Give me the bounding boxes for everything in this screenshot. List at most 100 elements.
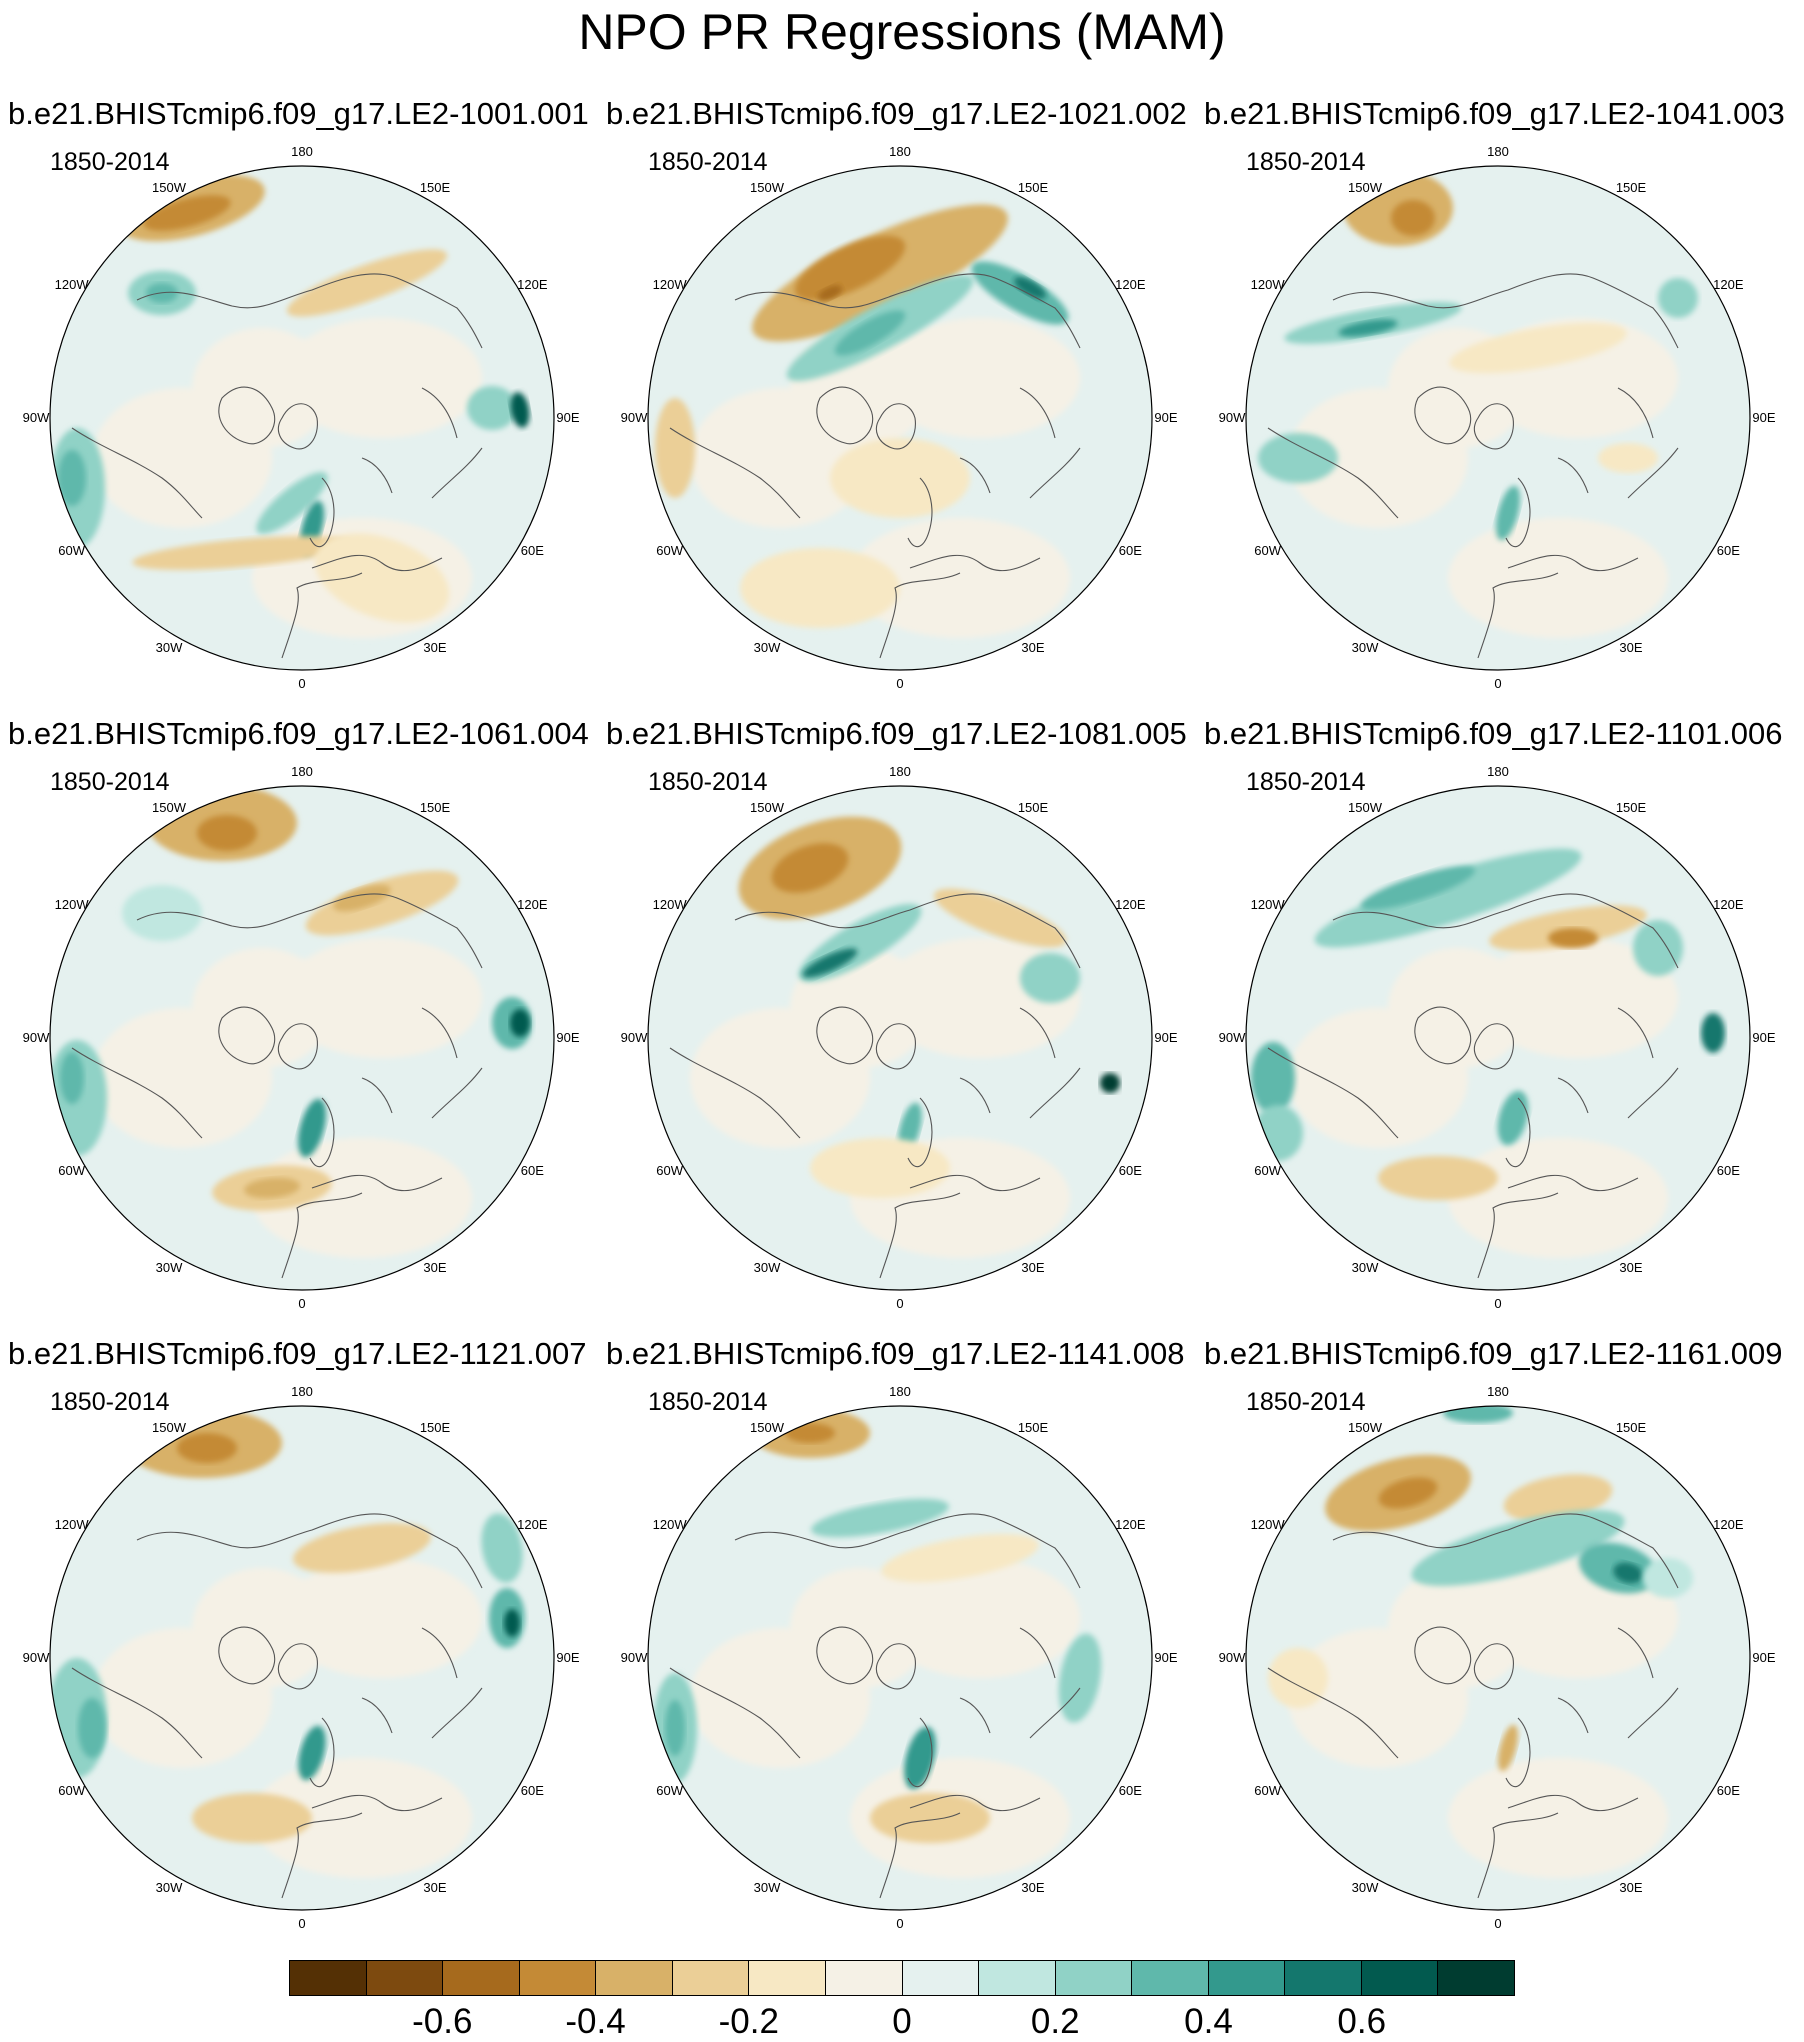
colorbar-box: [672, 1961, 750, 1995]
coastline: [734, 273, 1081, 349]
longitude-label: 180: [889, 144, 911, 159]
negative-anomaly: [933, 888, 1067, 948]
longitude-label: 150E: [1615, 179, 1647, 195]
longitude-label: 180: [1487, 1384, 1509, 1399]
longitude-label: 90W: [22, 410, 50, 425]
coastline: [1267, 1047, 1399, 1139]
coastline: [879, 1812, 961, 1899]
coastline: [907, 1097, 933, 1168]
positive-anomaly: [256, 472, 328, 534]
longitude-label: 120E: [1115, 1517, 1146, 1532]
longitude-label: 60W: [656, 1163, 683, 1178]
longitude-label: 0: [1494, 1296, 1502, 1311]
longitude-label: 30W: [155, 640, 183, 656]
negative-anomaly: [1548, 928, 1598, 948]
coastline: [421, 387, 458, 439]
coastline: [1414, 1626, 1472, 1685]
negative-anomaly: [1598, 443, 1658, 473]
coastline: [277, 1023, 318, 1070]
longitude-label: 30E: [423, 1880, 447, 1896]
negative-anomaly: [1391, 200, 1435, 236]
panel-title: b.e21.BHISTcmip6.f09_g17.LE2-1121.007: [8, 1336, 587, 1371]
longitude-label: 0: [896, 1916, 904, 1931]
coastline: [281, 1192, 363, 1279]
coastline: [1029, 1067, 1081, 1119]
positive-anomaly: [1360, 866, 1476, 910]
positive-anomaly: [1701, 1013, 1725, 1053]
longitude-label: 120E: [1115, 897, 1146, 912]
longitude-label: 180: [291, 1384, 313, 1399]
colorbar-box: [290, 1961, 367, 1995]
longitude-label: 120E: [1713, 1517, 1744, 1532]
negative-anomaly: [305, 870, 459, 936]
neutral-patch: [850, 518, 1070, 638]
coastlines: [71, 1513, 483, 1899]
coastline: [1473, 1023, 1514, 1070]
polar-map: [647, 1405, 1153, 1911]
colorbar-tick-label: 0.2: [1030, 2002, 1080, 2041]
positive-anomaly: [665, 1700, 685, 1756]
longitude-label: 90W: [620, 1650, 648, 1665]
coastline: [309, 477, 335, 548]
colorbar-box: [596, 1961, 673, 1995]
longitude-label: 60W: [656, 1783, 683, 1798]
coastline: [1019, 1007, 1056, 1059]
coastline: [277, 1643, 318, 1690]
coastline: [1617, 1007, 1654, 1059]
longitude-label: 60E: [520, 543, 544, 558]
coastline: [907, 477, 933, 548]
negative-anomaly: [132, 536, 352, 570]
coastline: [311, 1794, 443, 1812]
coastline: [1414, 1006, 1472, 1065]
longitude-label: 90E: [1752, 1650, 1776, 1665]
longitude-label: 150E: [419, 1419, 451, 1435]
longitude-label: 30E: [1619, 640, 1643, 656]
longitude-label: 60E: [1716, 1783, 1740, 1798]
longitude-label: 0: [298, 676, 306, 691]
longitude-label: 150W: [152, 1419, 186, 1435]
polar-map: [1245, 785, 1751, 1291]
longitude-label: 180: [1487, 144, 1509, 159]
positive-anomaly: [510, 1009, 530, 1037]
polar-map: [647, 165, 1153, 671]
map-border: [647, 1405, 1153, 1911]
coastline: [361, 457, 393, 494]
period-label: 1850-2014: [648, 148, 768, 176]
positive-anomaly: [504, 1609, 520, 1637]
longitude-label: 150E: [1017, 179, 1049, 195]
coastline: [309, 1097, 335, 1168]
period-label: 1850-2014: [50, 148, 170, 176]
neutral-patch: [192, 948, 332, 1068]
period-label: 1850-2014: [1246, 148, 1366, 176]
longitude-label: 90E: [1154, 1650, 1178, 1665]
longitude-label: 30E: [1021, 1880, 1045, 1896]
colorbar: [289, 1960, 1515, 1996]
coastline: [669, 1047, 801, 1139]
coastline: [1505, 1097, 1531, 1168]
positive-anomaly: [1338, 319, 1398, 337]
neutral-patch: [880, 1558, 1080, 1678]
period-label: 1850-2014: [648, 768, 768, 796]
map-border: [49, 1405, 555, 1911]
polar-map: [49, 1405, 555, 1911]
longitude-label: 60E: [1118, 1163, 1142, 1178]
longitude-label: 30W: [753, 1880, 781, 1896]
longitude-label: 0: [896, 1296, 904, 1311]
negative-anomaly: [1268, 1648, 1328, 1708]
coastline: [875, 1023, 916, 1070]
positive-anomaly: [1258, 433, 1338, 483]
coastline: [1505, 477, 1531, 548]
positive-anomaly: [834, 310, 906, 356]
negative-anomaly: [292, 1523, 432, 1573]
longitude-label: 120W: [1250, 1517, 1285, 1532]
coastline: [1029, 1687, 1081, 1739]
neutral-patch: [1448, 1138, 1668, 1258]
coastline: [1617, 387, 1654, 439]
colorbar-box: [1132, 1961, 1209, 1995]
negative-anomaly: [794, 235, 906, 301]
polar-map: [1245, 165, 1751, 671]
coastline: [136, 1513, 483, 1589]
positive-anomaly: [298, 1098, 326, 1158]
neutral-patch: [1388, 948, 1528, 1068]
negative-anomaly: [1503, 1474, 1613, 1522]
